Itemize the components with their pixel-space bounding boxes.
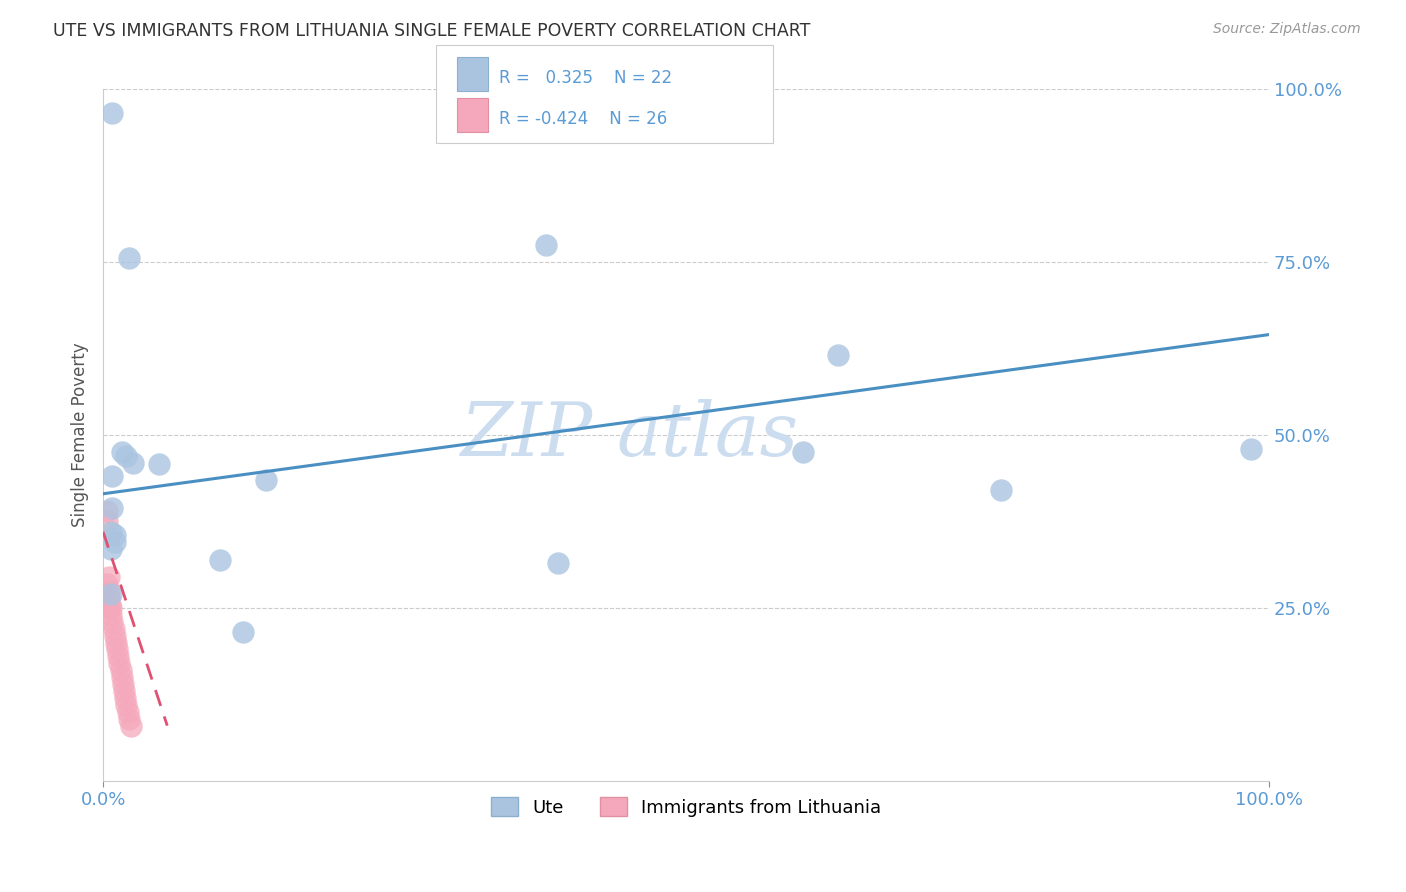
- Point: [100, 542, 122, 557]
- Point: [108, 657, 131, 671]
- Point: [100, 601, 122, 615]
- Point: [104, 629, 127, 643]
- Text: ZIP: ZIP: [461, 399, 593, 471]
- Legend: Ute, Immigrants from Lithuania: Ute, Immigrants from Lithuania: [484, 790, 889, 824]
- Point: [792, 445, 814, 459]
- Point: [117, 705, 139, 719]
- Point: [115, 449, 138, 463]
- Text: Source: ZipAtlas.com: Source: ZipAtlas.com: [1213, 22, 1361, 37]
- Point: [111, 445, 134, 459]
- Point: [100, 524, 122, 539]
- Point: [115, 698, 138, 712]
- Point: [118, 252, 141, 266]
- Point: [97, 570, 120, 584]
- Point: [1240, 442, 1263, 456]
- Point: [101, 106, 124, 120]
- Point: [148, 457, 170, 471]
- Point: [96, 576, 118, 591]
- Point: [96, 515, 118, 529]
- Point: [97, 601, 120, 615]
- Text: R =   0.325    N = 22: R = 0.325 N = 22: [499, 69, 672, 87]
- Point: [107, 649, 129, 664]
- Text: UTE VS IMMIGRANTS FROM LITHUANIA SINGLE FEMALE POVERTY CORRELATION CHART: UTE VS IMMIGRANTS FROM LITHUANIA SINGLE …: [53, 22, 811, 40]
- Point: [105, 642, 128, 657]
- Point: [101, 500, 124, 515]
- Text: R = -0.424    N = 26: R = -0.424 N = 26: [499, 110, 668, 128]
- Point: [96, 504, 118, 518]
- Point: [534, 237, 557, 252]
- Point: [111, 677, 134, 691]
- Point: [827, 348, 849, 362]
- Point: [547, 556, 569, 570]
- Point: [104, 635, 127, 649]
- Y-axis label: Single Female Poverty: Single Female Poverty: [72, 343, 89, 527]
- Point: [101, 469, 124, 483]
- Point: [103, 622, 125, 636]
- Point: [98, 598, 121, 612]
- Point: [114, 690, 136, 705]
- Point: [111, 670, 134, 684]
- Point: [208, 552, 231, 566]
- Point: [120, 718, 142, 732]
- Point: [232, 625, 254, 640]
- Point: [104, 528, 127, 542]
- Point: [97, 591, 120, 605]
- Point: [122, 456, 145, 470]
- Point: [100, 587, 122, 601]
- Point: [112, 684, 135, 698]
- Point: [97, 583, 120, 598]
- Point: [118, 712, 141, 726]
- Point: [100, 607, 122, 622]
- Point: [110, 663, 132, 677]
- Point: [104, 535, 127, 549]
- Point: [101, 615, 124, 629]
- Point: [254, 473, 277, 487]
- Point: [990, 483, 1012, 498]
- Text: atlas: atlas: [616, 399, 799, 471]
